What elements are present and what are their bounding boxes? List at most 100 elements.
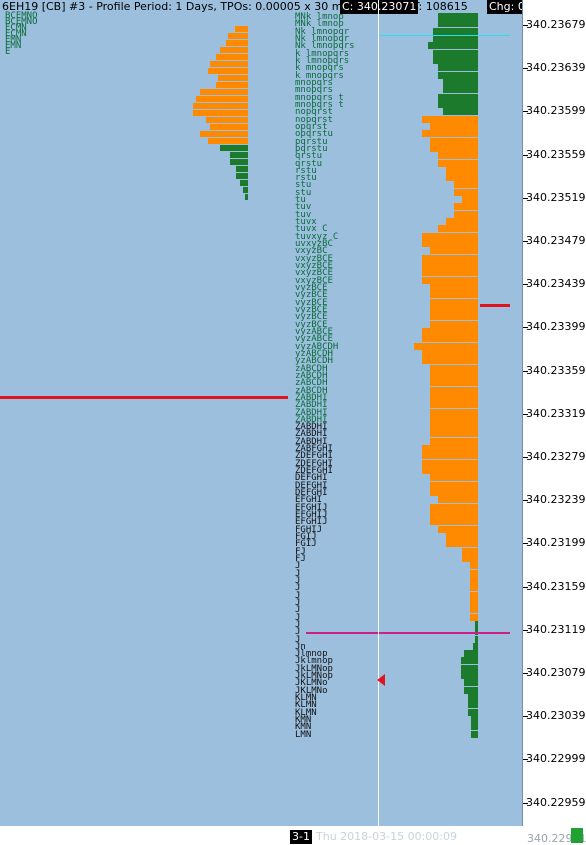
right-volume-bar xyxy=(438,20,478,28)
right-volume-bar xyxy=(454,210,478,218)
right-volume-bar xyxy=(464,686,478,694)
tpo-row: k lmnopqrs xyxy=(295,48,350,59)
left-volume-bar xyxy=(245,194,248,200)
right-volume-bar xyxy=(438,525,478,533)
tpo-row: pqrstu xyxy=(295,143,328,154)
tpo-row: vxyzBCE xyxy=(295,253,333,264)
right-volume-bar xyxy=(470,613,478,621)
tpo-row: Nk lmnopqrs xyxy=(295,41,355,52)
right-volume-bar xyxy=(422,452,478,460)
tpo-row: zABCDH xyxy=(295,363,328,374)
price-tick-label: 340.23439 xyxy=(526,277,586,291)
left-volume-bar xyxy=(210,124,248,130)
tpo-row: tuv xyxy=(295,209,312,220)
tpo-row: KLMN xyxy=(295,693,317,704)
right-volume-bar xyxy=(464,650,478,658)
right-volume-bar xyxy=(475,620,478,628)
cursor-timestamp: Thu 2018-03-15 00:00:09 xyxy=(312,830,461,844)
left-volume-bar xyxy=(243,187,248,193)
profile-chart[interactable]: 6EH19 [CB] #3 - Profile Period: 1 Days, … xyxy=(0,0,523,826)
tpo-row: MNk lmnop xyxy=(295,12,344,22)
close-price-box: C: 340.23071 xyxy=(340,0,419,14)
tpo-row: J xyxy=(295,627,301,638)
tpo-row: JkLMNop xyxy=(295,671,333,682)
tick-count: T: 108615 xyxy=(413,0,468,13)
price-axis[interactable]: 340.23679 340.23639 340.23599 340.23559 340.… xyxy=(523,0,586,826)
right-volume-bar xyxy=(430,320,478,328)
right-volume-bar xyxy=(422,335,478,343)
crosshair-vertical xyxy=(378,0,379,826)
right-volume-bar xyxy=(422,349,478,357)
tpo-row: J xyxy=(295,583,301,594)
right-volume-bar xyxy=(430,437,478,445)
right-volume-bar xyxy=(430,386,478,394)
right-volume-bar xyxy=(446,174,478,182)
right-volume-bar xyxy=(438,100,478,108)
right-volume-bar xyxy=(414,342,478,350)
tpo-row: opqrstu xyxy=(295,129,333,140)
right-volume-bar xyxy=(446,166,478,174)
tpo-row: DEFGHI xyxy=(295,473,328,484)
right-volume-bar xyxy=(471,723,478,731)
tpo-row: rstu xyxy=(295,165,317,176)
right-volume-bar xyxy=(430,379,478,387)
left-tpo-row: E xyxy=(5,47,11,57)
right-volume-bar xyxy=(438,64,478,72)
tpo-row: KMN xyxy=(295,715,312,725)
right-volume-bar xyxy=(438,71,478,79)
right-volume-bar xyxy=(433,35,478,42)
price-tick xyxy=(523,111,528,113)
tpo-row: vyzABCE xyxy=(295,326,333,337)
price-tick-label: 340.23599 xyxy=(526,104,586,118)
tpo-row: EFGHI xyxy=(295,495,323,506)
right-volume-bar xyxy=(438,496,478,504)
tpo-row: KLMN xyxy=(295,700,317,711)
right-volume-bar xyxy=(430,511,478,518)
right-volume-bar xyxy=(430,291,478,299)
left-volume-bar xyxy=(226,40,248,46)
tpo-row: vyzBCE xyxy=(295,283,328,293)
tpo-row: ZABDHI xyxy=(295,400,328,411)
right-volume-bar xyxy=(443,86,478,94)
tpo-row: ZDEFGHI xyxy=(295,451,333,462)
price-tick-label: 340.22959 xyxy=(526,795,586,809)
price-tick-label: 340.23479 xyxy=(526,234,586,247)
price-tick xyxy=(523,629,528,631)
right-volume-bar xyxy=(462,547,478,555)
tpo-row: yzABCDH xyxy=(295,348,333,359)
right-volume-bar xyxy=(430,247,478,255)
right-volume-bar xyxy=(470,598,478,606)
left-volume-bar xyxy=(196,96,248,102)
tpo-row: qrstu xyxy=(295,151,323,162)
tpo-row: J xyxy=(295,619,301,630)
tpo-row: EFGHIJ xyxy=(295,510,328,520)
right-volume-bar xyxy=(422,115,478,123)
right-volume-bar xyxy=(473,642,478,650)
tpo-row: JKLMNo xyxy=(295,685,328,696)
tpo-row: ZDEFGHI xyxy=(295,466,333,476)
right-volume-bar xyxy=(430,423,478,431)
right-volume-bar xyxy=(430,393,478,401)
tpo-row: vxyzBCE xyxy=(295,268,333,279)
right-volume-bar xyxy=(430,284,478,291)
tpo-row: ZABDHI xyxy=(295,414,328,425)
tpo-row: qrstu xyxy=(295,158,323,169)
price-tick xyxy=(523,802,528,804)
left-volume-bar xyxy=(208,68,248,74)
left-volume-bar xyxy=(235,26,248,32)
tpo-row: KMN xyxy=(295,722,312,733)
right-volume-bar xyxy=(438,13,478,20)
right-volume-bar xyxy=(422,445,478,453)
change-box: Chg: 0.0000 xyxy=(487,0,522,14)
tpo-row: vxyzBC xyxy=(295,246,328,257)
price-tick xyxy=(523,586,528,588)
right-volume-bar xyxy=(475,628,478,636)
right-volume-bar xyxy=(430,415,478,423)
right-volume-bar xyxy=(430,298,478,306)
tpo-row: yzABCDH xyxy=(295,356,333,367)
tpo-row: J xyxy=(295,605,301,616)
right-volume-bar xyxy=(471,716,478,723)
right-volume-bar xyxy=(470,576,478,584)
tpo-row: tuvx C xyxy=(295,224,328,235)
tpo-row: vyzBCE xyxy=(295,290,328,301)
